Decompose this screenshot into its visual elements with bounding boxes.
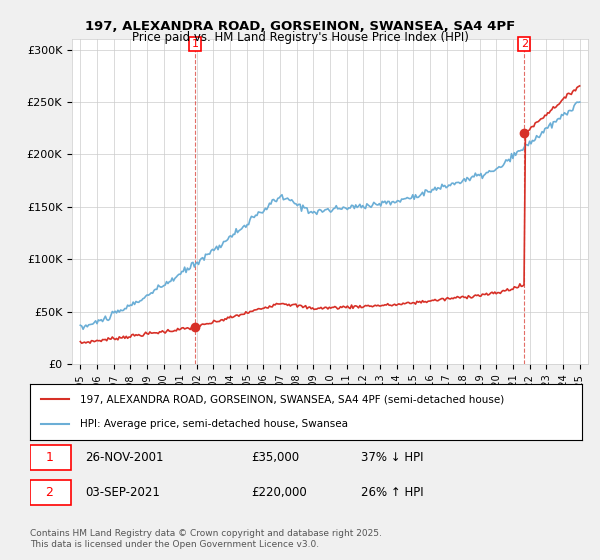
FancyBboxPatch shape	[30, 480, 71, 505]
Text: 1: 1	[46, 451, 53, 464]
Text: 197, ALEXANDRA ROAD, GORSEINON, SWANSEA, SA4 4PF: 197, ALEXANDRA ROAD, GORSEINON, SWANSEA,…	[85, 20, 515, 32]
Text: £220,000: £220,000	[251, 486, 307, 499]
Text: 2: 2	[521, 39, 528, 49]
Text: 1: 1	[191, 39, 199, 49]
Text: 197, ALEXANDRA ROAD, GORSEINON, SWANSEA, SA4 4PF (semi-detached house): 197, ALEXANDRA ROAD, GORSEINON, SWANSEA,…	[80, 394, 504, 404]
FancyBboxPatch shape	[30, 445, 71, 470]
Text: 03-SEP-2021: 03-SEP-2021	[85, 486, 160, 499]
Text: Contains HM Land Registry data © Crown copyright and database right 2025.
This d: Contains HM Land Registry data © Crown c…	[30, 529, 382, 549]
Text: £35,000: £35,000	[251, 451, 299, 464]
Text: Price paid vs. HM Land Registry's House Price Index (HPI): Price paid vs. HM Land Registry's House …	[131, 31, 469, 44]
Text: 2: 2	[46, 486, 53, 499]
Text: 26% ↑ HPI: 26% ↑ HPI	[361, 486, 424, 499]
Text: 26-NOV-2001: 26-NOV-2001	[85, 451, 164, 464]
Text: HPI: Average price, semi-detached house, Swansea: HPI: Average price, semi-detached house,…	[80, 419, 347, 429]
Text: 37% ↓ HPI: 37% ↓ HPI	[361, 451, 424, 464]
